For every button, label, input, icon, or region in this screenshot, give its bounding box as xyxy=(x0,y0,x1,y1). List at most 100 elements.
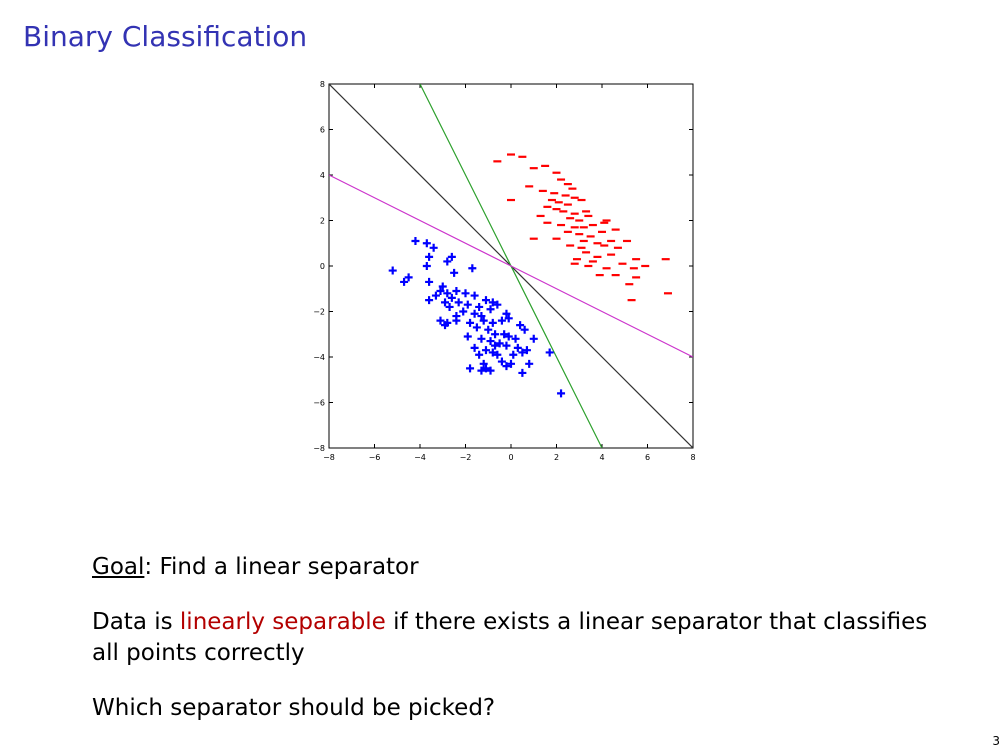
positive-point xyxy=(459,307,468,316)
positive-point xyxy=(472,323,481,332)
positive-point xyxy=(491,330,500,339)
positive-point xyxy=(431,291,440,300)
goal-label: Goal xyxy=(92,554,145,580)
positive-point xyxy=(470,309,479,318)
positive-point xyxy=(436,287,445,296)
x-tick-label: 8 xyxy=(690,453,695,462)
positive-point xyxy=(504,332,513,341)
positive-point xyxy=(488,348,497,357)
positive-point xyxy=(463,332,472,341)
y-tick-label: 4 xyxy=(320,171,325,180)
positive-point xyxy=(466,364,475,373)
positive-point xyxy=(466,318,475,327)
positive-point xyxy=(452,287,461,296)
positive-point xyxy=(522,346,531,355)
positive-point xyxy=(422,239,431,248)
positive-point xyxy=(481,296,490,305)
question-text: Which separator should be picked? xyxy=(92,695,496,721)
positive-point xyxy=(481,364,490,373)
x-tick-label: 0 xyxy=(508,453,513,462)
definition-paragraph: Data is linearly separable if there exis… xyxy=(92,607,952,669)
positive-point xyxy=(497,357,506,366)
positive-point xyxy=(447,293,456,302)
positive-point xyxy=(516,321,525,330)
positive-point xyxy=(497,316,506,325)
positive-point xyxy=(504,314,513,323)
y-tick-label: 0 xyxy=(320,262,325,271)
positive-point xyxy=(481,346,490,355)
positive-point xyxy=(445,302,454,311)
positive-point xyxy=(491,341,500,350)
positive-point xyxy=(502,362,511,371)
positive-point xyxy=(520,325,529,334)
positive-point xyxy=(388,266,397,275)
positive-point xyxy=(477,312,486,321)
x-tick-label: 6 xyxy=(645,453,650,462)
positive-point xyxy=(502,309,511,318)
positive-point xyxy=(484,325,493,334)
positive-point xyxy=(441,321,450,330)
scatter-plot: −8 −6 −4 −2 0 2 4 6 8 −8 −6 −4 −2 0 2 4 6 8 xyxy=(313,80,695,462)
positive-point xyxy=(486,337,495,346)
positive-point xyxy=(513,343,522,352)
positive-point xyxy=(518,368,527,377)
positive-point xyxy=(422,262,431,270)
positive-point xyxy=(468,264,477,273)
positive-point xyxy=(486,305,495,314)
positive-point xyxy=(493,350,502,359)
positive-point xyxy=(470,343,479,352)
positive-point xyxy=(436,316,445,325)
positive-point xyxy=(525,359,534,368)
positive-point xyxy=(475,350,484,359)
positive-point xyxy=(425,277,434,286)
positive-point xyxy=(486,366,495,375)
y-tick-label: 6 xyxy=(320,126,325,135)
positive-point xyxy=(447,252,456,261)
positive-point xyxy=(479,359,488,368)
positive-point xyxy=(450,268,459,277)
positive-point xyxy=(495,339,504,348)
slide-title: Binary Classification xyxy=(23,20,308,53)
goal-paragraph: Goal: Find a linear separator xyxy=(92,552,952,583)
linearly-separable-term: linearly separable xyxy=(179,609,386,635)
positive-point xyxy=(557,389,566,398)
y-tick-label: 8 xyxy=(320,80,325,89)
positive-point xyxy=(475,302,484,311)
x-tick-label: 2 xyxy=(554,453,559,462)
positive-point xyxy=(511,334,520,343)
positive-point xyxy=(493,300,502,309)
positive-point xyxy=(411,236,420,245)
positive-point xyxy=(441,298,450,307)
separator-line-2 xyxy=(329,174,693,358)
y-tick-label: 2 xyxy=(320,217,325,226)
positive-point xyxy=(509,350,518,359)
goal-text: : Find a linear separator xyxy=(144,554,419,580)
positive-point xyxy=(500,330,509,339)
positive-point xyxy=(507,359,515,368)
positive-point xyxy=(477,366,486,375)
x-tick-label: −6 xyxy=(369,453,381,462)
positive-point xyxy=(452,316,461,325)
positive-point xyxy=(479,316,488,325)
definition-suffix: if there exists a linear separator that … xyxy=(92,609,928,666)
positive-point xyxy=(463,300,472,309)
positive-point xyxy=(545,348,554,357)
positive-point xyxy=(429,243,438,252)
positive-point xyxy=(502,341,511,350)
positive-point xyxy=(443,257,452,266)
y-tick-label: −4 xyxy=(313,353,325,362)
x-tick-label: 4 xyxy=(599,453,604,462)
page-number: 3 xyxy=(992,734,1000,748)
positive-point xyxy=(529,334,538,343)
positive-point xyxy=(438,282,447,291)
positive-point xyxy=(400,277,409,286)
y-tick-label: −6 xyxy=(313,399,325,408)
positive-point xyxy=(425,252,434,261)
positive-point xyxy=(443,289,452,298)
positive-point xyxy=(488,298,497,307)
positive-point xyxy=(518,348,527,357)
x-tick-label: −2 xyxy=(460,453,472,462)
positive-point xyxy=(425,296,434,305)
x-tick-label: −4 xyxy=(414,453,426,462)
positive-point xyxy=(404,273,413,282)
